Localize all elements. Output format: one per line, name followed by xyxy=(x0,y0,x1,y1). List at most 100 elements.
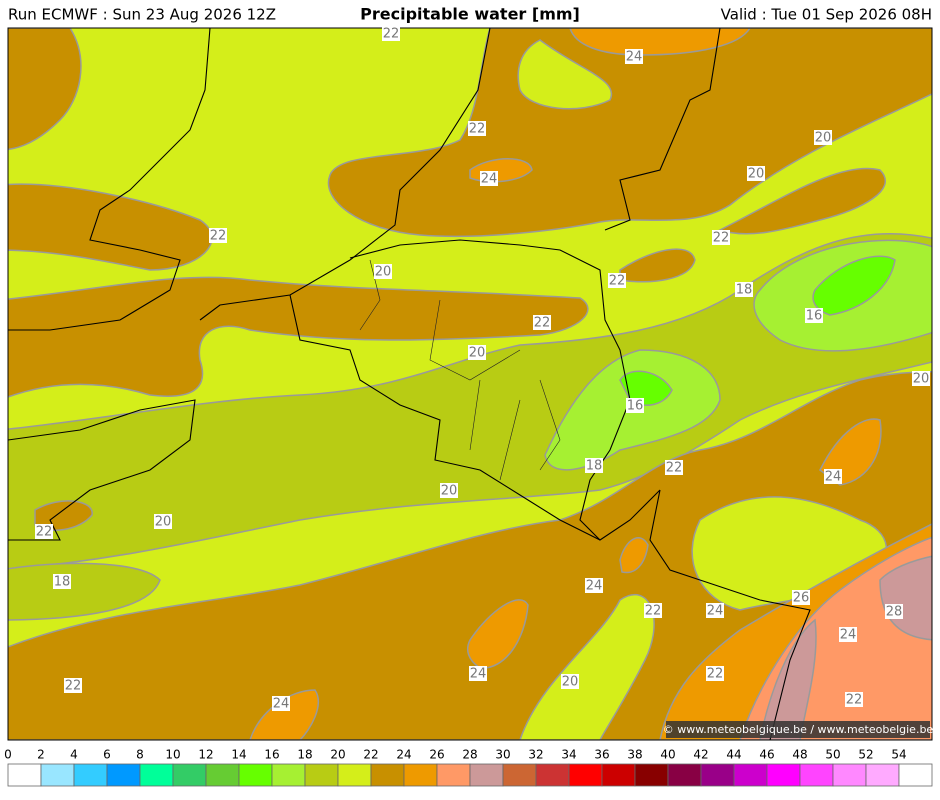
contour-label-bg xyxy=(561,674,579,689)
color-swatch xyxy=(898,763,933,787)
zone-22-24 xyxy=(8,183,213,271)
region-border xyxy=(359,259,561,481)
contour-label-bg xyxy=(665,460,683,475)
coast xyxy=(8,399,196,541)
border xyxy=(604,28,721,231)
colorbar-tick-label: 28 xyxy=(462,748,477,762)
color-swatch xyxy=(370,763,405,787)
colorbar-tick-label: 36 xyxy=(594,748,609,762)
contour-label-bg xyxy=(824,469,842,484)
color-swatch xyxy=(535,763,570,787)
color-swatch xyxy=(634,763,669,787)
contour-label-bg xyxy=(747,166,765,181)
contour-label: 22 xyxy=(383,27,400,42)
color-swatch xyxy=(700,763,735,787)
contour-label-bg xyxy=(468,345,486,360)
color-swatch xyxy=(568,763,603,787)
colorbar-tick-label: 18 xyxy=(297,748,312,762)
color-swatch xyxy=(403,763,438,787)
contour-label-bg xyxy=(805,308,823,323)
zone-24-26 xyxy=(619,537,649,574)
contour-label: 20 xyxy=(562,675,579,690)
colorbar-tick-label: 46 xyxy=(759,748,774,762)
contour-label: 18 xyxy=(586,459,603,474)
contour-label-bg xyxy=(209,228,227,243)
contour-label: 18 xyxy=(54,575,71,590)
zone-28-30 xyxy=(759,618,817,740)
contour-labels: 22 24 22 24 20 20 22 22 20 22 18 22 16 20 20 16 18 22 24 20… xyxy=(35,26,930,712)
contour-label: 20 xyxy=(815,131,832,146)
zone-22-24 xyxy=(8,276,589,398)
colorbar-tick-label: 42 xyxy=(693,748,708,762)
colorbar-tick-label: 6 xyxy=(103,748,111,762)
contour-label-bg xyxy=(626,398,644,413)
color-swatch xyxy=(205,763,240,787)
zone-22-24 xyxy=(619,248,696,283)
border xyxy=(349,239,661,541)
colorbar-tick-label: 48 xyxy=(792,748,807,762)
color-swatch xyxy=(304,763,339,787)
color-swatch xyxy=(832,763,867,787)
contour-label-bg xyxy=(792,590,810,605)
credit-box xyxy=(666,721,930,738)
zone-22-24 xyxy=(8,28,82,151)
contour-label-bg xyxy=(154,514,172,529)
run-info: Run ECMWF : Sun 23 Aug 2026 12Z xyxy=(8,6,276,24)
zone-22-24 xyxy=(718,167,887,235)
colorbar-tick-label: 2 xyxy=(37,748,45,762)
color-swatch xyxy=(766,763,801,787)
contour-label-bg xyxy=(712,230,730,245)
color-swatch xyxy=(139,763,174,787)
colorbar: 0 2 4 6 8 10 12 14 16 18 20 22 24 26 28 30 32 34 36 38 40 42 4… xyxy=(4,748,933,787)
color-swatch xyxy=(601,763,636,787)
contour-label: 18 xyxy=(736,283,753,298)
contour-label-bg xyxy=(706,666,724,681)
contour-label: 22 xyxy=(846,693,863,708)
colorbar-tick-label: 4 xyxy=(70,748,78,762)
contour-label: 24 xyxy=(626,50,643,65)
contour-label-bg xyxy=(35,524,53,539)
contour-label-bg xyxy=(735,282,753,297)
map: 22 24 22 24 20 20 22 22 20 22 18 22 16 20 20 16 18 22 24 20… xyxy=(7,26,934,741)
color-swatch xyxy=(337,763,372,787)
contour-label-bg xyxy=(53,574,71,589)
colorbar-tick-label: 44 xyxy=(726,748,741,762)
zone-22-24 xyxy=(8,371,932,740)
color-swatch xyxy=(7,763,42,787)
contour-label-bg xyxy=(440,483,458,498)
zone-24-26 xyxy=(467,599,529,669)
color-swatch xyxy=(436,763,471,787)
contour-label-bg xyxy=(839,627,857,642)
colorbar-tick-label: 22 xyxy=(363,748,378,762)
colorbar-tick-label: 14 xyxy=(231,748,246,762)
valid-info: Valid : Tue 01 Sep 2026 08H xyxy=(721,6,932,24)
contour-label: 20 xyxy=(441,484,458,499)
contour-label: 22 xyxy=(713,231,730,246)
contour-label-bg xyxy=(845,692,863,707)
color-swatch xyxy=(271,763,306,787)
zone-24-26 xyxy=(249,689,320,740)
colorbar-tick-label: 8 xyxy=(136,748,144,762)
color-swatch xyxy=(799,763,834,787)
credit: © www.meteobelgique.be / www.meteobelgie… xyxy=(663,723,934,736)
colorbar-tick-label: 34 xyxy=(561,748,576,762)
colorbar-tick-label: 54 xyxy=(891,748,906,762)
contour-label: 16 xyxy=(806,309,823,324)
contour-label: 22 xyxy=(210,229,227,244)
contour-label: 24 xyxy=(825,470,842,485)
contour-label-bg xyxy=(64,678,82,693)
contour-label: 24 xyxy=(470,667,487,682)
contour-label: 24 xyxy=(481,172,498,187)
colorbar-tick-label: 52 xyxy=(858,748,873,762)
contour-label: 20 xyxy=(469,346,486,361)
contour-label: 16 xyxy=(627,399,644,414)
color-swatch xyxy=(238,763,273,787)
color-swatch xyxy=(73,763,108,787)
color-swatch xyxy=(40,763,75,787)
colorbar-tick-label: 0 xyxy=(4,748,12,762)
color-swatch xyxy=(106,763,141,787)
contour-label: 20 xyxy=(375,265,392,280)
contour-label: 22 xyxy=(65,679,82,694)
zone-24-26 xyxy=(819,418,882,486)
